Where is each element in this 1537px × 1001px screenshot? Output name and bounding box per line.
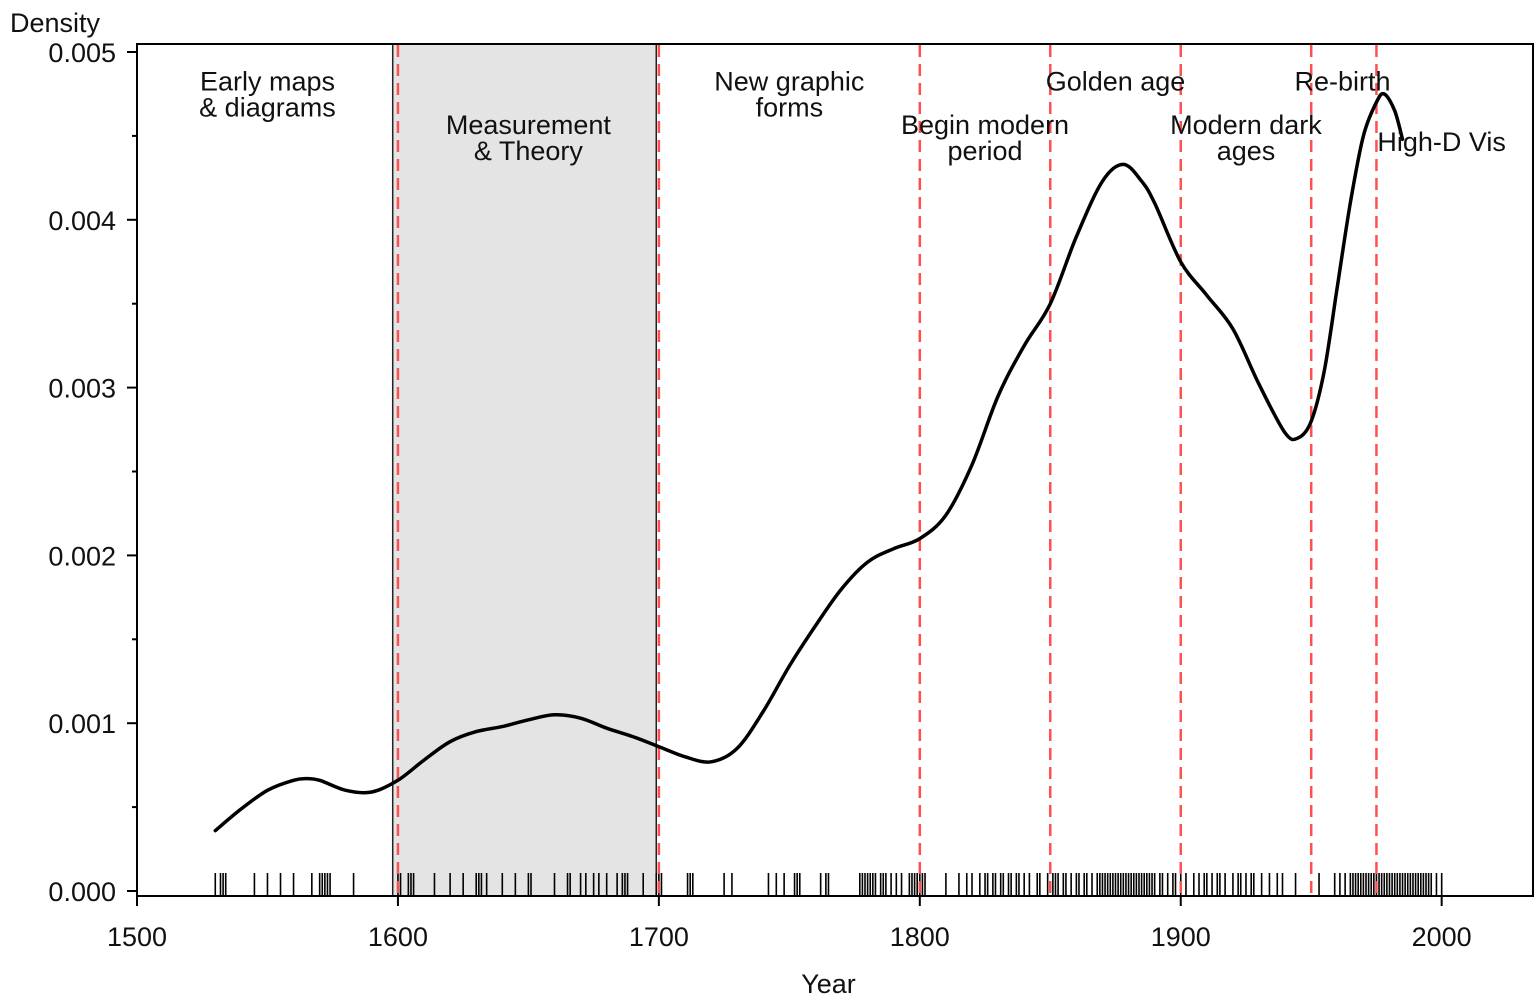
x-tick-label: 1500 (107, 922, 167, 952)
shaded-period-layer (391, 43, 658, 897)
plot-frame (136, 43, 1534, 897)
period-label: Golden age (1046, 67, 1186, 97)
period-label-layer: Early maps & diagrams Measurement & Theory N… (199, 67, 1506, 167)
rug-layer (214, 873, 1443, 896)
period-label: New graphic forms (714, 67, 864, 123)
period-label: High-D Vis (1377, 127, 1506, 157)
period-boundary-layer (396, 45, 1378, 895)
density-curve (213, 91, 1405, 833)
y-tick-label: 0.004 (48, 206, 116, 236)
x-tick-label: 1900 (1151, 922, 1211, 952)
period-label: Early maps & diagrams (199, 67, 336, 123)
y-tick-label: 0.002 (48, 541, 116, 571)
y-tick-label: 0.000 (48, 877, 116, 907)
y-tick-label: 0.005 (48, 38, 116, 68)
y-tick-label: 0.003 (48, 374, 116, 404)
x-tick-label: 1800 (890, 922, 950, 952)
period-label: Begin modern period (901, 110, 1069, 166)
axis-layer: 1500 1600 1700 1800 1900 2000 0.000 0.001 0.002 0… (48, 38, 1471, 952)
y-tick-label: 0.001 (48, 709, 116, 739)
shaded-region-measurement (391, 43, 658, 897)
x-tick-label: 1600 (368, 922, 428, 952)
y-axis-title: Density (10, 8, 101, 38)
period-label: Measurement & Theory (446, 110, 612, 166)
period-label: Re-birth (1295, 67, 1391, 97)
x-tick-label: 1700 (629, 922, 689, 952)
curve-layer (213, 91, 1405, 833)
x-tick-label: 2000 (1412, 922, 1472, 952)
x-axis-title: Year (801, 969, 856, 999)
period-label: Modern dark ages (1170, 110, 1322, 166)
